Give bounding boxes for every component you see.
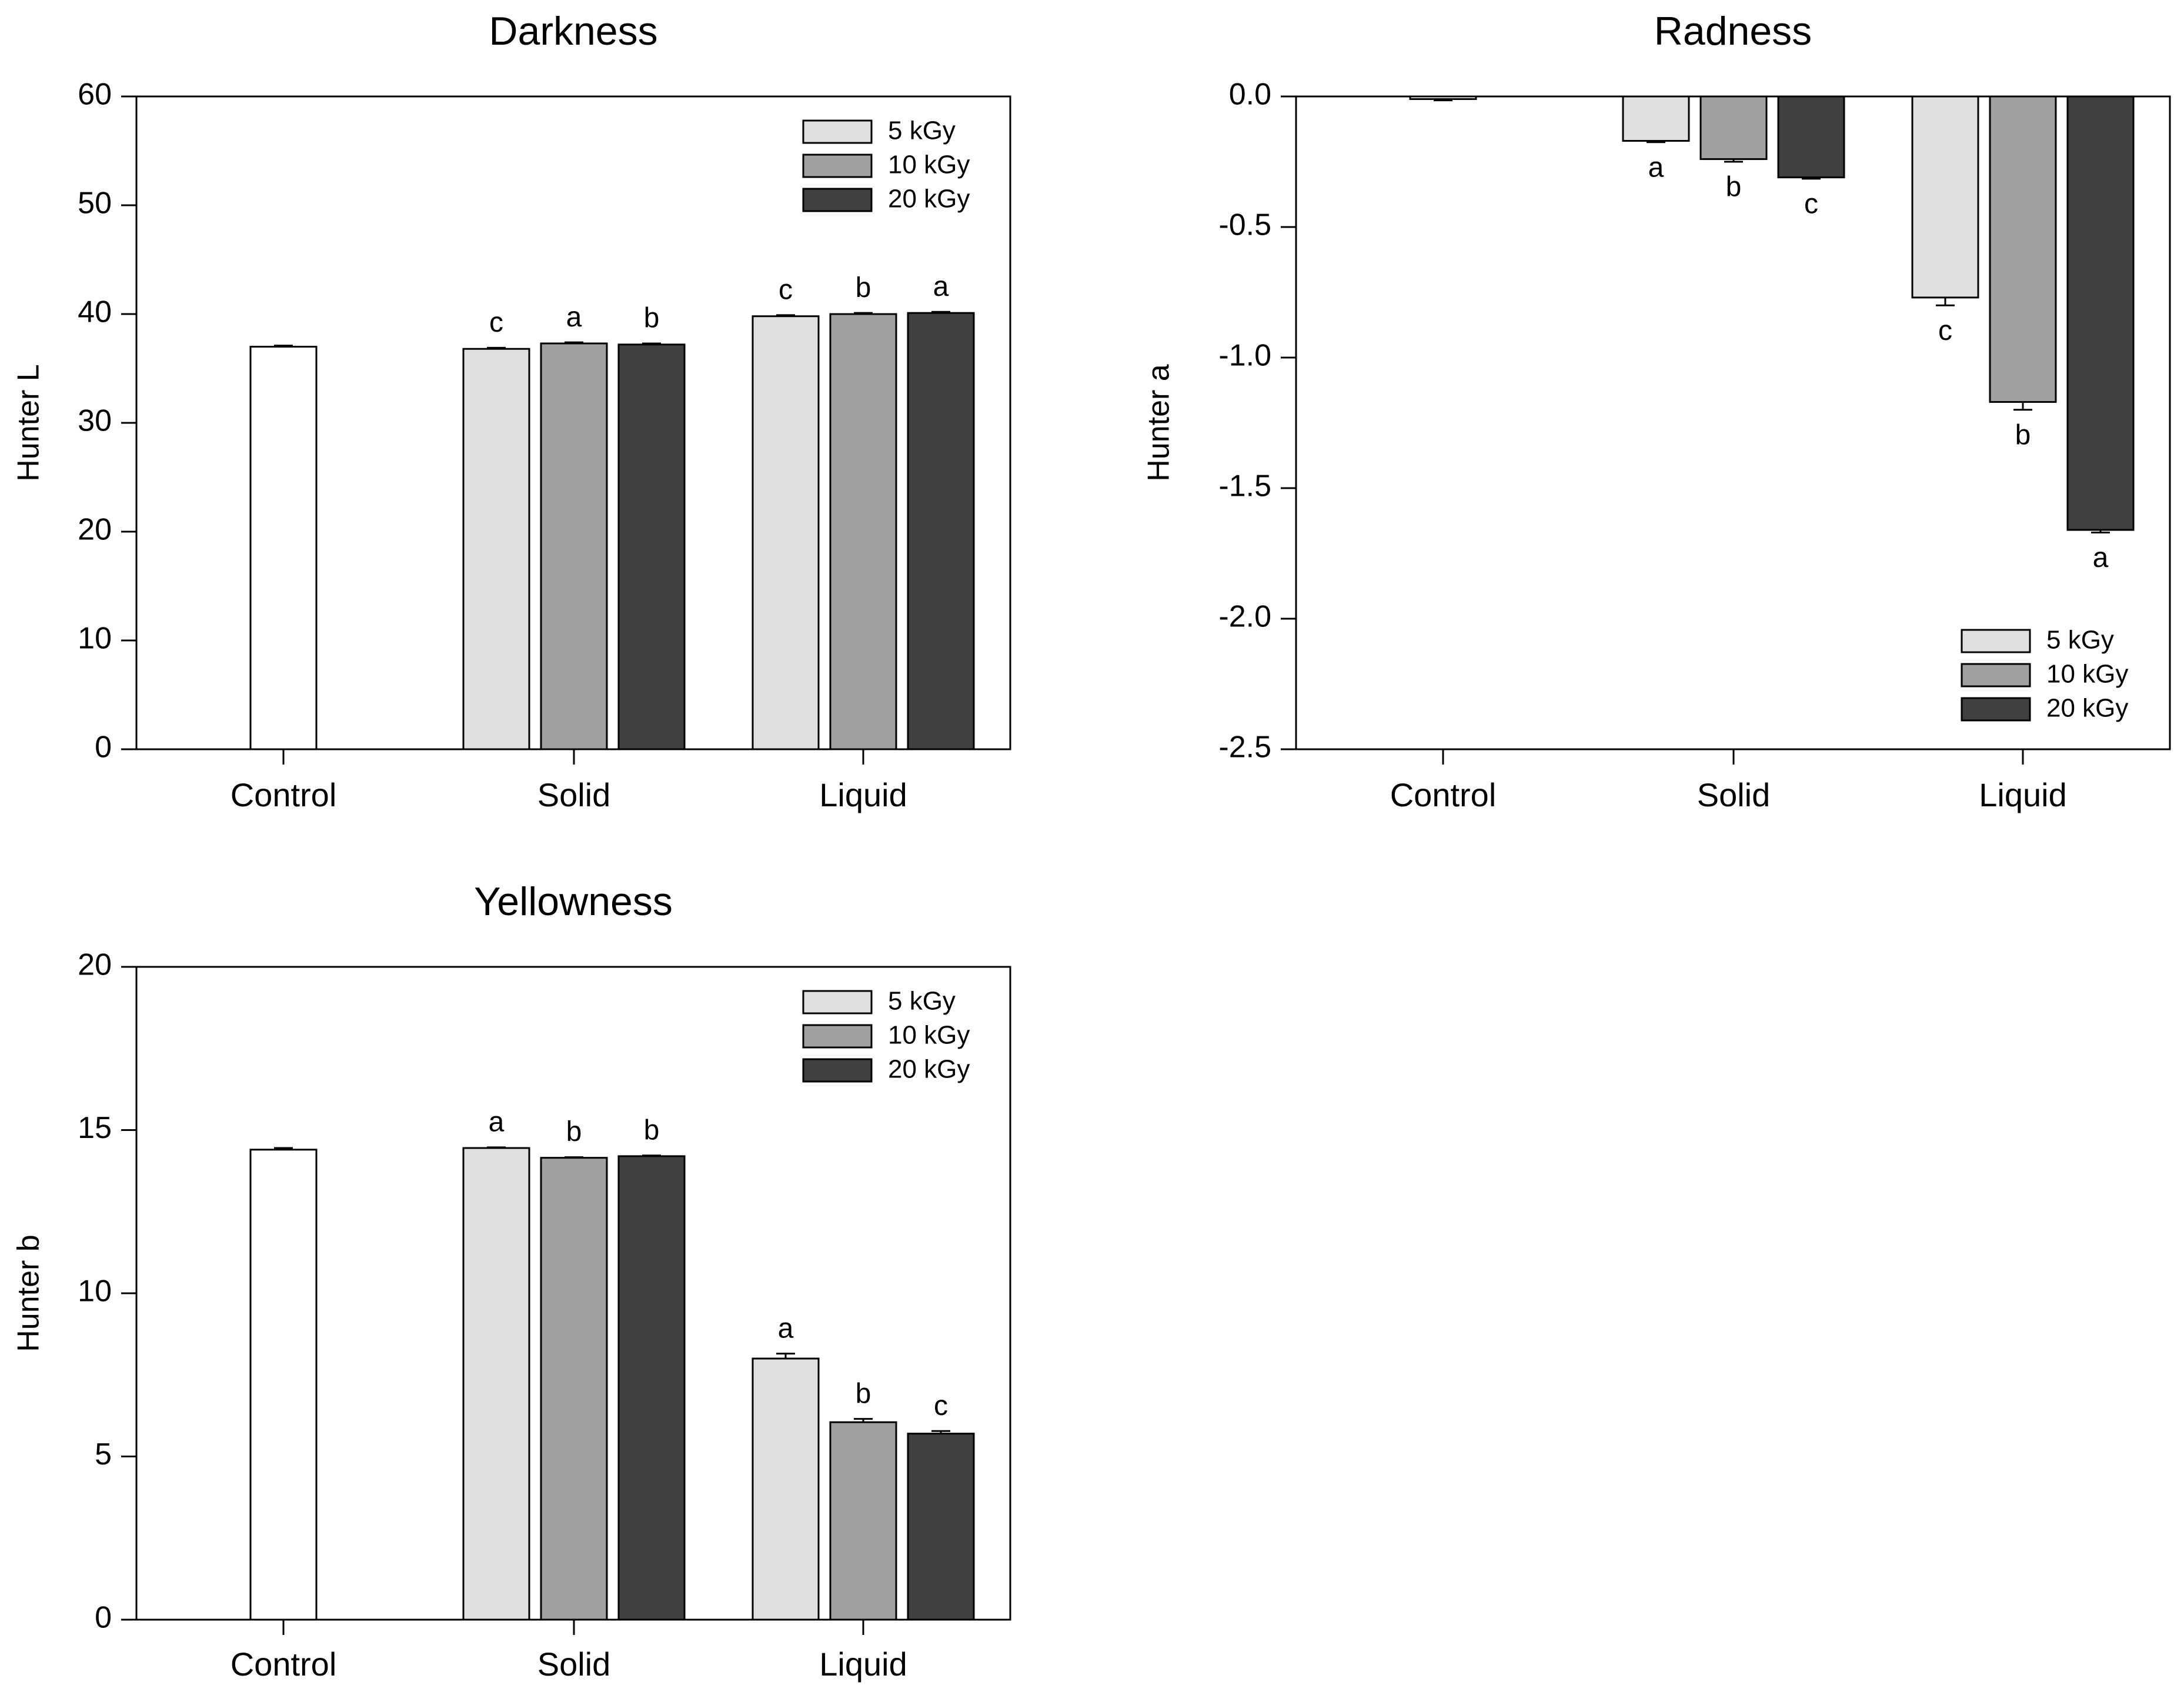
yellowness-legend-swatch-0 [802,990,873,1014]
yellowness-bar-solid-0 [462,1147,530,1621]
radness-category-label: Liquid [1979,776,2066,813]
darkness-bar-liquid-1 [829,313,897,750]
yellowness-ytick-label: 20 [78,948,112,982]
yellowness-bar-control [249,1149,318,1621]
radness-ytick-label: 0.0 [1229,78,1271,112]
darkness-title: Darkness [489,9,657,54]
darkness-panel: Darkness Hunter L 0 10 20 30 40 50 60 c c a b b a Contr… [12,9,1011,813]
radness-legend-swatch-1 [1961,663,2031,688]
yellowness-bar-liquid-0 [752,1357,820,1621]
darkness-bar-solid-0 [462,348,530,750]
radness-ytick-label: -0.5 [1218,208,1271,242]
radness-legend-swatch-2 [1961,697,2031,722]
yellowness-legend-label-2: 20 kGy [888,1055,970,1084]
radness-ylabel: Hunter a [1142,364,1176,482]
darkness-category-label: Solid [537,776,611,813]
yellowness-bar-solid-1 [540,1157,608,1621]
radness-bar-solid-0-letter: a [1648,152,1664,183]
yellowness-bar-liquid-2-letter: c [934,1390,948,1421]
radness-legend-label-1: 10 kGy [2046,660,2128,689]
yellowness-ytick-label: 5 [95,1437,112,1471]
radness-bar-liquid-2 [2066,95,2135,531]
radness-bar-solid-1 [1699,95,1768,161]
darkness-bar-liquid-2 [907,312,975,750]
yellowness-ytick-label: 15 [78,1111,112,1145]
radness-title: Radness [1654,9,1812,54]
yellowness-ytick-label: 0 [95,1601,112,1635]
yellowness-bar-liquid-1-letter: b [856,1378,871,1409]
darkness-ytick-label: 40 [78,295,112,329]
darkness-bar-solid-2 [617,343,686,750]
radness-bar-liquid-1-letter: b [2015,419,2031,450]
darkness-ytick-label: 10 [78,622,112,656]
yellowness-category-label: Solid [537,1646,611,1683]
darkness-bar-solid-1-letter: a [566,302,582,333]
darkness-bar-liquid-0-letter: c [779,275,793,306]
darkness-legend-label-1: 10 kGy [888,151,970,179]
radness-category-label: Control [1390,776,1497,813]
yellowness-category-label: Control [231,1646,337,1683]
darkness-ytick-label: 20 [78,513,112,547]
radness-legend-swatch-0 [1961,629,2031,653]
yellowness-category-label: Liquid [819,1646,907,1683]
darkness-bar-solid-0-letter: c [489,307,503,338]
yellowness-panel: Yellowness Hunter b 0 5 10 15 20 a a b b b c Control S… [12,879,1011,1683]
yellowness-bar-solid-1-letter: b [566,1116,582,1147]
darkness-bar-liquid-2-letter: a [933,271,949,302]
darkness-ytick-label: 50 [78,186,112,221]
yellowness-bar-solid-0-letter: a [489,1107,505,1138]
yellowness-bar-solid-2 [617,1155,686,1621]
darkness-legend-label-0: 5 kGy [888,116,956,145]
radness-ytick-label: -2.0 [1218,600,1271,634]
darkness-bar-control [249,346,318,750]
radness-bar-liquid-2-letter: a [2093,542,2109,573]
darkness-category-label: Control [231,776,337,813]
darkness-bar-liquid-1-letter: b [856,272,871,303]
radness-bar-solid-1-letter: b [1726,172,1742,203]
yellowness-legend-swatch-1 [802,1024,873,1049]
yellowness-bar-solid-2-letter: b [644,1114,660,1146]
radness-bar-liquid-0 [1911,95,1979,299]
darkness-ylabel: Hunter L [12,364,46,481]
darkness-legend-label-2: 20 kGy [888,185,970,213]
yellowness-title: Yellowness [474,879,673,924]
yellowness-legend-label-0: 5 kGy [888,987,956,1016]
darkness-category-label: Liquid [819,776,907,813]
radness-ytick-label: -1.5 [1218,469,1271,503]
radness-ytick-label: -2.5 [1218,730,1271,765]
radness-bar-solid-2 [1777,95,1845,179]
radness-ytick-label: -1.0 [1218,339,1271,373]
yellowness-bar-liquid-2 [907,1433,975,1621]
radness-bar-liquid-0-letter: c [1938,315,1952,346]
yellowness-bar-liquid-0-letter: a [778,1313,794,1344]
yellowness-ytick-label: 10 [78,1274,112,1309]
radness-bar-liquid-1 [1989,95,2057,403]
radness-panel: Radness Hunter a 0.0 -0.5 -1.0 -1.5 -2.0 -2.5 a c… [1142,9,2171,813]
darkness-ytick-label: 0 [95,730,112,765]
radness-bar-solid-0 [1622,95,1690,142]
yellowness-legend-swatch-2 [802,1058,873,1083]
darkness-bar-solid-2-letter: b [644,303,660,334]
darkness-legend-swatch-0 [802,119,873,144]
darkness-bar-liquid-0 [752,315,820,750]
yellowness-ylabel: Hunter b [12,1234,46,1351]
radness-bar-solid-2-letter: c [1804,189,1818,220]
yellowness-legend-label-1: 10 kGy [888,1021,970,1050]
radness-legend-label-2: 20 kGy [2046,694,2128,723]
darkness-legend-swatch-1 [802,153,873,178]
darkness-legend: 5 kGy 10 kGy 20 kGy [802,116,970,213]
darkness-bar-solid-1 [540,342,608,750]
darkness-legend-swatch-2 [802,188,873,212]
radness-legend: 5 kGy 10 kGy 20 kGy [1961,626,2128,723]
darkness-ytick-label: 60 [78,78,112,112]
yellowness-legend: 5 kGy 10 kGy 20 kGy [802,987,970,1084]
radness-legend-label-0: 5 kGy [2046,626,2114,655]
darkness-ytick-label: 30 [78,404,112,438]
radness-category-label: Solid [1697,776,1771,813]
yellowness-bar-liquid-1 [829,1421,897,1621]
